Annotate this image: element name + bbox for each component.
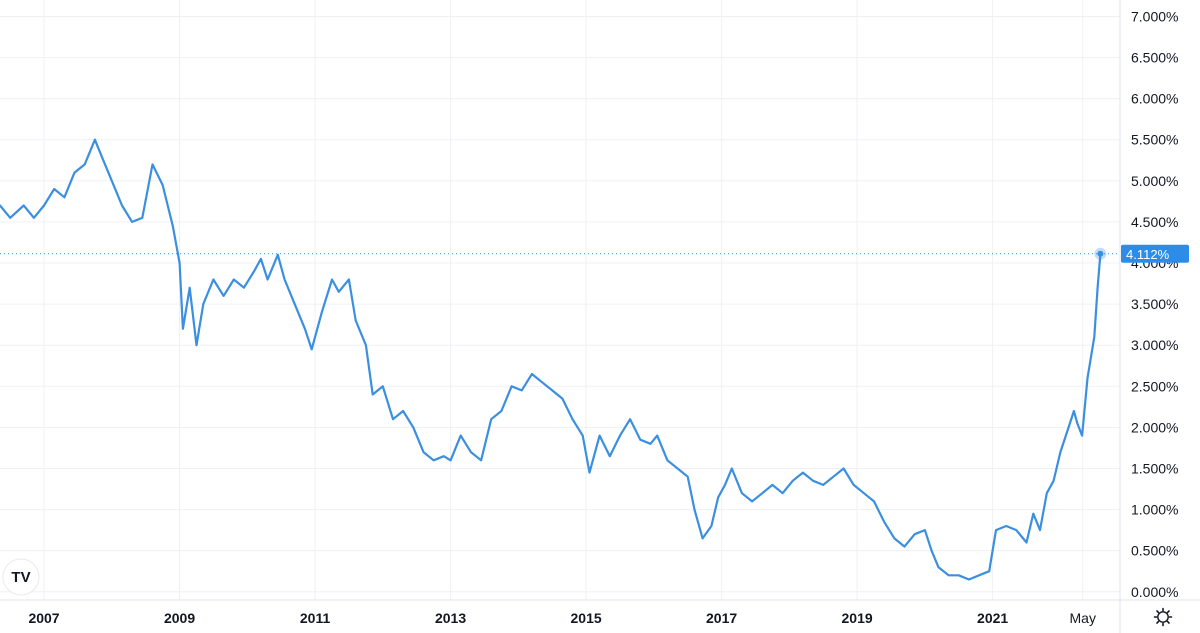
x-tick-label: 2009 <box>164 610 195 626</box>
y-tick-label: 5.000% <box>1131 173 1178 189</box>
y-tick-label: 3.000% <box>1131 337 1178 353</box>
tradingview-logo[interactable]: TV <box>2 558 40 596</box>
y-tick-label: 7.000% <box>1131 8 1178 24</box>
last-point-marker <box>1097 250 1104 257</box>
y-tick-label: 0.500% <box>1131 543 1178 559</box>
y-tick-label: 2.000% <box>1131 419 1178 435</box>
price-axis[interactable]: 0.000% 0.500% 1.000% 1.500% 2.000% 2.500% 3.00… <box>1131 8 1178 599</box>
last-price-label: 4.112% <box>1121 244 1189 263</box>
gear-icon[interactable] <box>1153 607 1173 627</box>
y-tick-label: 1.000% <box>1131 502 1178 518</box>
y-tick-label: 4.500% <box>1131 214 1178 230</box>
x-tick-label: 2007 <box>28 610 59 626</box>
last-price-text: 4.112% <box>1126 247 1170 262</box>
x-tick-label: 2019 <box>842 610 873 626</box>
x-tick-label: 2017 <box>706 610 737 626</box>
y-tick-label: 6.500% <box>1131 50 1178 66</box>
y-tick-label: 1.500% <box>1131 460 1178 476</box>
y-tick-label: 5.500% <box>1131 132 1178 148</box>
y-tick-label: 2.500% <box>1131 378 1178 394</box>
x-tick-label: 2013 <box>435 610 466 626</box>
horizontal-gridlines <box>0 15 1120 593</box>
x-tick-label: May <box>1070 610 1096 626</box>
y-tick-label: 3.500% <box>1131 296 1178 312</box>
x-tick-label: 2015 <box>571 610 602 626</box>
y-tick-label: 6.000% <box>1131 91 1178 107</box>
y-tick-label: 0.000% <box>1131 584 1178 600</box>
time-axis[interactable]: 2007 2009 2011 2013 2015 2017 2019 2021 May <box>28 610 1095 626</box>
vertical-gridlines <box>43 0 1084 600</box>
logo-text: TV <box>11 569 30 586</box>
x-tick-label: 2011 <box>300 610 331 626</box>
series-line <box>0 138 1102 581</box>
x-tick-label: 2021 <box>977 610 1008 626</box>
